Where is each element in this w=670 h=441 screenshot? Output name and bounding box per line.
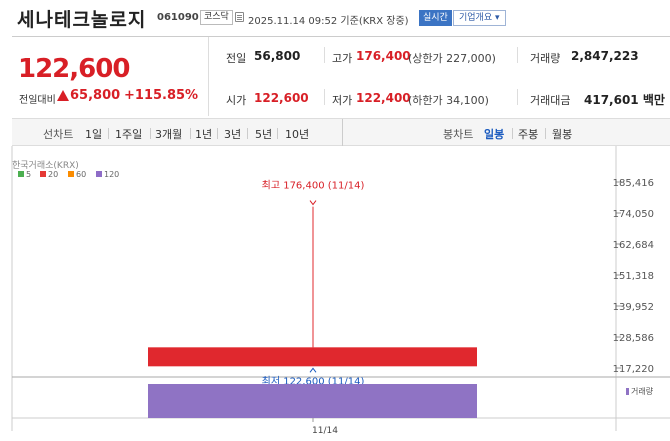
tab-1w[interactable]: 1주일 — [115, 128, 143, 141]
high-arrow-icon — [309, 200, 317, 206]
tab-separator — [247, 128, 248, 139]
ma120-legend: 120 — [96, 170, 119, 179]
price-change: 65,800 — [70, 88, 121, 103]
volume-legend: 거래량 — [626, 386, 653, 397]
tab-separator — [217, 128, 218, 139]
chart-tab-bar: 선차트 1일 1주일 3개월 1년 3년 5년 10년 봉차트 일봉 주봉 월봉 — [12, 118, 670, 146]
field-separator — [517, 89, 518, 105]
volume-label: 거래량 — [530, 52, 561, 65]
summary-divider — [208, 37, 209, 116]
open-label: 시가 — [226, 94, 247, 107]
tab-separator — [512, 128, 513, 139]
ma20-swatch — [40, 171, 46, 177]
high-value: 176,400 — [356, 49, 411, 63]
tab-group-divider — [342, 119, 343, 146]
up-triangle-icon — [57, 90, 69, 101]
trade-value: 417,601 백만 — [584, 93, 665, 107]
change-label: 전일대비 — [19, 95, 56, 106]
high-annotation: 최고 176,400 (11/14) — [262, 180, 365, 192]
candle-body — [148, 347, 477, 367]
line-chart-label: 선차트 — [43, 128, 74, 141]
trade-value-label: 거래대금 — [530, 94, 571, 107]
quote-timestamp: 2025.11.14 09:52 기준(KRX 장중) — [248, 16, 409, 27]
tab-separator — [545, 128, 546, 139]
volume-value: 2,847,223 — [571, 49, 639, 63]
tab-1d[interactable]: 1일 — [85, 128, 103, 141]
x-tick-label: 11/14 — [312, 426, 338, 436]
volume-bar — [148, 384, 477, 418]
field-separator — [517, 47, 518, 63]
tab-5y[interactable]: 5년 — [255, 128, 273, 141]
high-label: 고가 — [332, 52, 353, 65]
upper-limit: (상한가 227,000) — [408, 52, 496, 65]
ma20-legend: 20 — [40, 170, 58, 179]
stock-name: 세나테크놀로지 — [17, 9, 147, 31]
tab-weekly[interactable]: 주봉 — [518, 128, 539, 141]
y-tick-label: 174,050 — [613, 209, 654, 220]
tab-3m[interactable]: 3개월 — [155, 128, 183, 141]
field-separator — [324, 89, 325, 105]
candle-chart-label: 봉차트 — [443, 128, 474, 141]
tab-separator — [108, 128, 109, 139]
ma60-swatch — [68, 171, 74, 177]
tab-monthly[interactable]: 월봉 — [552, 128, 573, 141]
prev-close-label: 전일 — [226, 52, 247, 65]
tab-separator — [150, 128, 151, 139]
price-change-percent: +115.85% — [124, 88, 199, 103]
volume-swatch — [626, 388, 629, 395]
document-icon — [235, 12, 244, 22]
tab-separator — [190, 128, 191, 139]
market-badge: 코스닥 — [200, 10, 233, 25]
current-price: 122,600 — [18, 54, 130, 84]
y-tick-label: 139,952 — [613, 302, 654, 313]
tab-separator — [277, 128, 278, 139]
realtime-badge[interactable]: 실시간 — [419, 10, 452, 26]
tab-10y[interactable]: 10년 — [285, 128, 310, 141]
price-chart[interactable]: 185,416 174,050 162,684 151,318 139,952 128,5… — [0, 146, 670, 441]
tab-3y[interactable]: 3년 — [224, 128, 242, 141]
y-tick-label: 162,684 — [613, 240, 654, 251]
ma5-swatch — [18, 171, 24, 177]
lower-limit: (하한가 34,100) — [408, 94, 489, 107]
chart-source: 한국거래소(KRX) — [12, 161, 79, 171]
price-summary: 122,600 전일대비 65,800 +115.85% 전일 56,800 고… — [12, 36, 670, 116]
company-overview-button[interactable]: 기업개요 ▾ — [453, 10, 506, 26]
tab-daily[interactable]: 일봉 — [484, 128, 505, 141]
y-tick-label: 128,586 — [613, 333, 654, 344]
y-tick-label: 185,416 — [613, 178, 654, 189]
tab-1y[interactable]: 1년 — [195, 128, 213, 141]
ma5-legend: 5 — [18, 170, 31, 179]
y-tick-label: 151,318 — [613, 271, 654, 282]
y-tick-label: 117,220 — [613, 364, 654, 375]
ma60-legend: 60 — [68, 170, 86, 179]
chart-canvas: 185,416 174,050 162,684 151,318 139,952 128,5… — [11, 146, 670, 436]
low-value: 122,400 — [356, 91, 411, 105]
low-arrow-icon — [309, 367, 317, 373]
field-separator — [324, 47, 325, 63]
ma120-swatch — [96, 171, 102, 177]
prev-close-value: 56,800 — [254, 49, 301, 63]
low-label: 저가 — [332, 94, 353, 107]
stock-header: 세나테크놀로지 061090 코스닥 2025.11.14 09:52 기준(K… — [0, 0, 670, 36]
chart-legend: 한국거래소(KRX) 5 20 60 120 — [12, 158, 119, 179]
stock-code: 061090 — [157, 12, 199, 23]
open-value: 122,600 — [254, 91, 309, 105]
